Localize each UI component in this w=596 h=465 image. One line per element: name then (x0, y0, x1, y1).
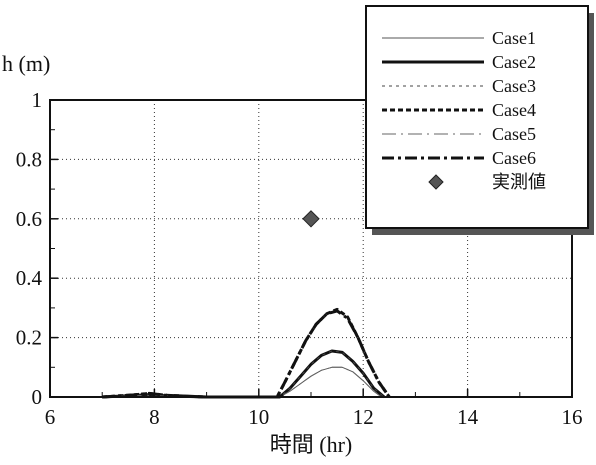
x-tick-label: 14 (457, 405, 479, 429)
legend-label: Case6 (492, 148, 536, 168)
y-tick-label: 0.2 (16, 326, 42, 350)
legend-label: Case3 (492, 76, 536, 96)
x-axis-title: 時間 (hr) (270, 432, 352, 457)
observed-point (302, 210, 320, 228)
legend-box (365, 5, 589, 229)
x-tick-label: 10 (248, 405, 269, 429)
y-tick-label: 0.6 (16, 207, 42, 231)
legend-label: 実測値 (492, 172, 546, 192)
series-line-case3 (102, 350, 385, 398)
y-tick-label: 0.8 (16, 147, 42, 171)
y-tick-label: 0 (32, 385, 43, 409)
x-tick-label: 8 (149, 405, 160, 429)
legend-label: Case2 (492, 52, 536, 72)
y-tick-label: 1 (32, 88, 43, 112)
axis-ticks: 6 8 10 12 14 16 0 0.2 0.4 0.6 0.8 1 (16, 88, 583, 429)
x-tick-label: 12 (353, 405, 374, 429)
y-axis-title: h (m) (2, 51, 50, 76)
legend-label: Case1 (492, 28, 536, 48)
series-line-case2 (102, 349, 386, 399)
observed-markers (302, 210, 320, 228)
legend-label: Case5 (492, 124, 536, 144)
series-lines (102, 307, 391, 399)
legend-label: Case4 (492, 100, 536, 120)
x-tick-label: 6 (45, 405, 56, 429)
y-tick-label: 0.4 (16, 266, 43, 290)
series-line-case6 (102, 309, 391, 399)
series-line-case4 (102, 307, 391, 399)
x-tick-label: 16 (562, 405, 583, 429)
legend: Case1 Case2 Case3 Case4 Case5 Case6 実測値 (365, 5, 594, 235)
legend-swatch-observed (428, 174, 444, 190)
